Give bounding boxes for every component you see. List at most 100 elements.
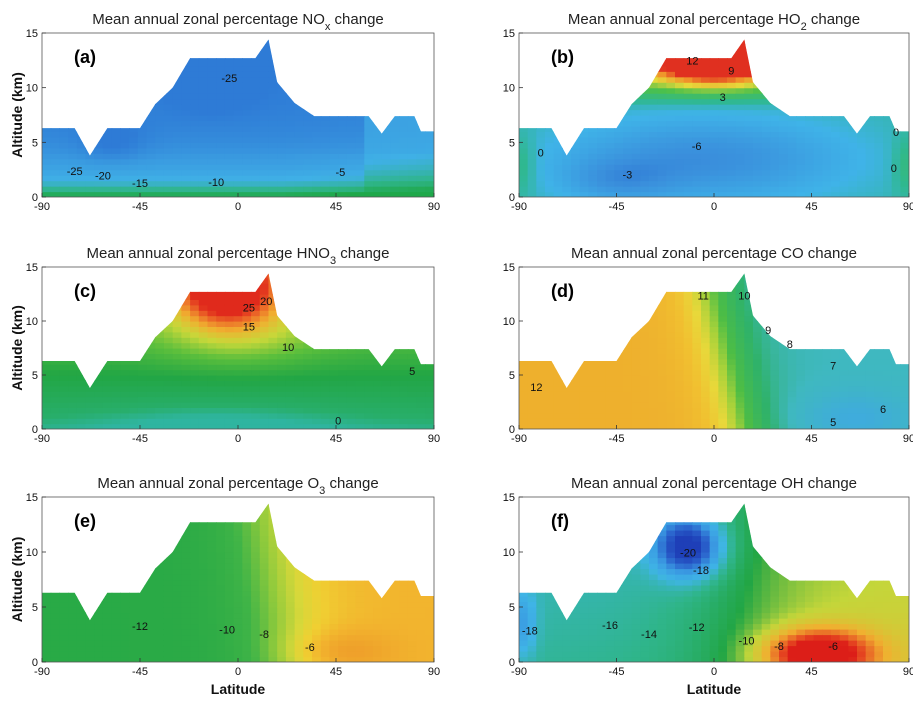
field-raster	[519, 503, 909, 662]
x-tick-label: -45	[132, 201, 148, 213]
contour-label: -20	[680, 547, 696, 559]
y-tick-label: 10	[503, 547, 515, 559]
x-axis-label: Latitude	[211, 681, 266, 697]
x-tick-label: -90	[511, 666, 527, 678]
x-tick-label: 45	[330, 666, 342, 678]
field-raster	[519, 273, 909, 429]
y-tick-label: 5	[32, 370, 38, 382]
contour-label: 3	[720, 92, 726, 104]
y-tick-label: 15	[503, 492, 515, 504]
y-tick-label: 0	[32, 657, 38, 669]
x-tick-label: 0	[711, 666, 717, 678]
contour-label: 5	[409, 366, 415, 378]
y-tick-label: 5	[32, 602, 38, 614]
x-tick-label: 90	[428, 433, 440, 445]
contour-label: -12	[689, 622, 705, 634]
panel-d: -90 -45 0 45 90 0 5 10 15 Mean annual zonal perce…	[503, 245, 913, 445]
panel-e: -90 -45 0 45 90 0 5 10 15 Mean annual zonal perce…	[9, 475, 440, 697]
contour-label: -3	[622, 169, 632, 181]
contour-label: -10	[739, 635, 755, 647]
contour-label: -12	[132, 621, 148, 633]
y-tick-label: 15	[26, 262, 38, 274]
contour-label: -8	[774, 641, 784, 653]
panel-label: (c)	[74, 281, 96, 301]
x-tick-label: 0	[235, 201, 241, 213]
y-tick-label: 0	[509, 657, 515, 669]
x-tick-label: 0	[235, 666, 241, 678]
contour-label: -15	[132, 178, 148, 190]
contour-label: -6	[692, 141, 702, 153]
y-tick-label: 15	[26, 28, 38, 40]
panel-title: Mean annual zonal percentage OH change	[571, 475, 857, 492]
y-tick-label: 10	[503, 83, 515, 95]
panel-title: Mean annual zonal percentage NOx change	[92, 11, 384, 33]
x-tick-label: 90	[428, 201, 440, 213]
x-tick-label: 45	[330, 201, 342, 213]
x-tick-label: 0	[235, 433, 241, 445]
y-tick-label: 0	[32, 424, 38, 436]
contour-label: 10	[282, 342, 294, 354]
contour-label: 20	[260, 296, 272, 308]
x-tick-label: -90	[511, 433, 527, 445]
contour-label: -16	[602, 620, 618, 632]
x-tick-label: -90	[511, 201, 527, 213]
y-tick-label: 10	[26, 547, 38, 559]
x-tick-label: -90	[34, 666, 50, 678]
contour-label: -5	[335, 167, 345, 179]
panel-title: Mean annual zonal percentage HNO3 change	[86, 245, 389, 267]
x-tick-label: 90	[903, 666, 913, 678]
y-axis-label: Altitude (km)	[9, 305, 25, 391]
contour-label: -8	[259, 629, 269, 641]
x-tick-label: -45	[132, 666, 148, 678]
x-tick-label: -45	[132, 433, 148, 445]
contour-label: 8	[787, 339, 793, 351]
x-tick-label: 45	[805, 433, 817, 445]
panel-label: (a)	[74, 47, 96, 67]
y-tick-label: 0	[32, 192, 38, 204]
panel-title: Mean annual zonal percentage HO2 change	[568, 11, 860, 33]
contour-label: -25	[221, 73, 237, 85]
contour-label: 12	[686, 56, 698, 68]
panel-f: -90 -45 0 45 90 0 5 10 15 Mean annual zonal perce…	[503, 475, 913, 697]
x-tick-label: 0	[711, 433, 717, 445]
y-tick-label: 10	[26, 83, 38, 95]
contour-label: -10	[219, 624, 235, 636]
x-tick-label: -90	[34, 201, 50, 213]
contour-label: -18	[522, 626, 538, 638]
y-tick-label: 0	[509, 192, 515, 204]
contour-label: -10	[208, 177, 224, 189]
panel-label: (e)	[74, 511, 96, 531]
x-tick-label: 45	[805, 201, 817, 213]
x-tick-label: -45	[609, 433, 625, 445]
contour-label: -18	[693, 565, 709, 577]
field-raster	[42, 503, 434, 662]
y-tick-label: 15	[503, 262, 515, 274]
x-tick-label: -90	[34, 433, 50, 445]
y-tick-label: 5	[32, 137, 38, 149]
x-tick-label: 0	[711, 201, 717, 213]
y-tick-label: 0	[509, 424, 515, 436]
contour-label: 12	[530, 382, 542, 394]
panel-a: -90 -45 0 45 90 0 5 10 15 Mean annual zonal perce…	[9, 11, 440, 213]
y-tick-label: 10	[503, 316, 515, 328]
x-tick-label: 90	[903, 433, 913, 445]
contour-label: -20	[95, 171, 111, 183]
contour-label: -14	[641, 629, 657, 641]
contour-label: -6	[305, 642, 315, 654]
contour-label: 0	[538, 148, 544, 160]
contour-label: 25	[243, 302, 255, 314]
field-raster	[42, 273, 434, 429]
y-tick-label: 15	[26, 492, 38, 504]
x-axis-label: Latitude	[687, 681, 742, 697]
panel-label: (d)	[551, 281, 574, 301]
y-tick-label: 10	[26, 316, 38, 328]
contour-label: 9	[728, 66, 734, 78]
y-tick-label: 5	[509, 602, 515, 614]
contour-label: -25	[67, 166, 83, 178]
x-tick-label: -45	[609, 666, 625, 678]
y-axis-label: Altitude (km)	[9, 537, 25, 623]
panel-label: (f)	[551, 511, 569, 531]
panel-c: -90 -45 0 45 90 0 5 10 15 Mean annual zonal perce…	[9, 245, 440, 445]
